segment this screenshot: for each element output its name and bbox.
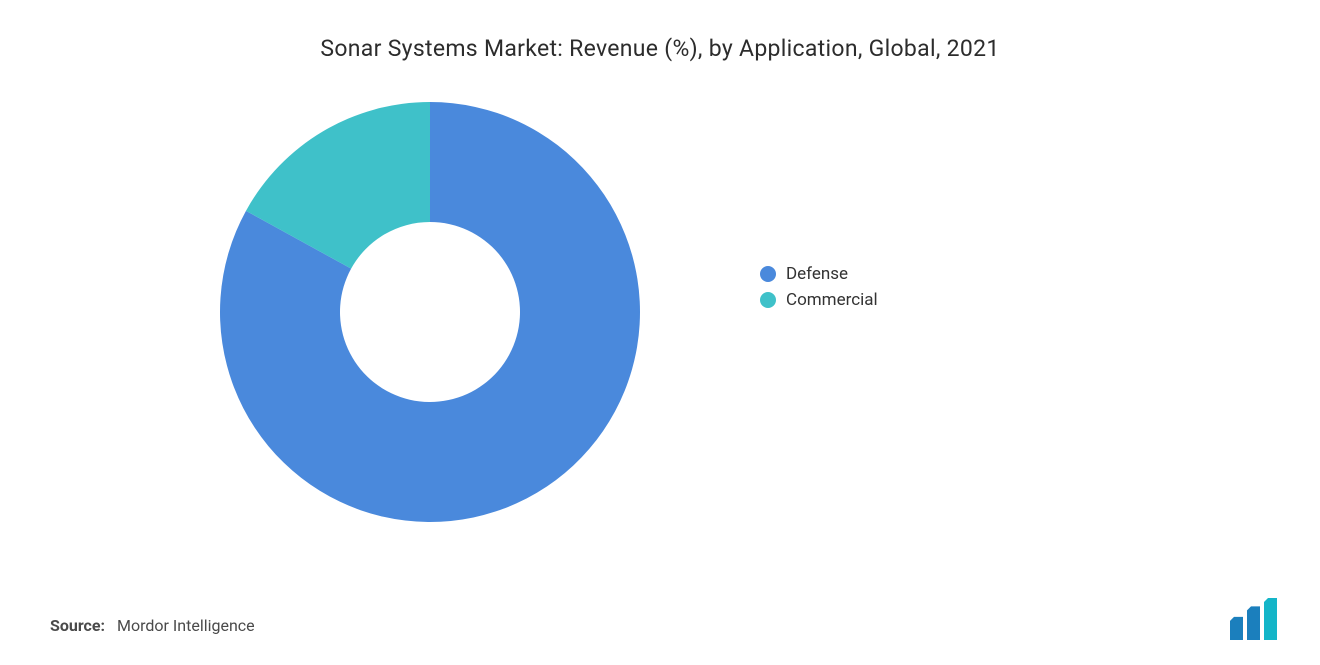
legend-label: Defense: [786, 264, 848, 284]
source-label: Source:: [50, 616, 105, 635]
legend-label: Commercial: [786, 290, 878, 310]
logo-bar-icon: [1264, 598, 1277, 640]
logo-bar-icon: [1230, 617, 1243, 640]
logo-bar-icon: [1247, 606, 1260, 640]
source-value: Mordor Intelligence: [117, 616, 255, 635]
legend-item-commercial: Commercial: [760, 290, 878, 310]
legend-item-defense: Defense: [760, 264, 878, 284]
source-footer: Source: Mordor Intelligence: [50, 616, 255, 635]
legend: Defense Commercial: [760, 264, 878, 310]
chart-area: Defense Commercial: [50, 92, 1270, 532]
legend-dot-icon: [760, 292, 776, 308]
legend-dot-icon: [760, 266, 776, 282]
chart-title: Sonar Systems Market: Revenue (%), by Ap…: [50, 35, 1270, 62]
chart-container: Sonar Systems Market: Revenue (%), by Ap…: [0, 0, 1320, 665]
donut-chart: [210, 92, 650, 532]
brand-logo: [1230, 598, 1290, 640]
